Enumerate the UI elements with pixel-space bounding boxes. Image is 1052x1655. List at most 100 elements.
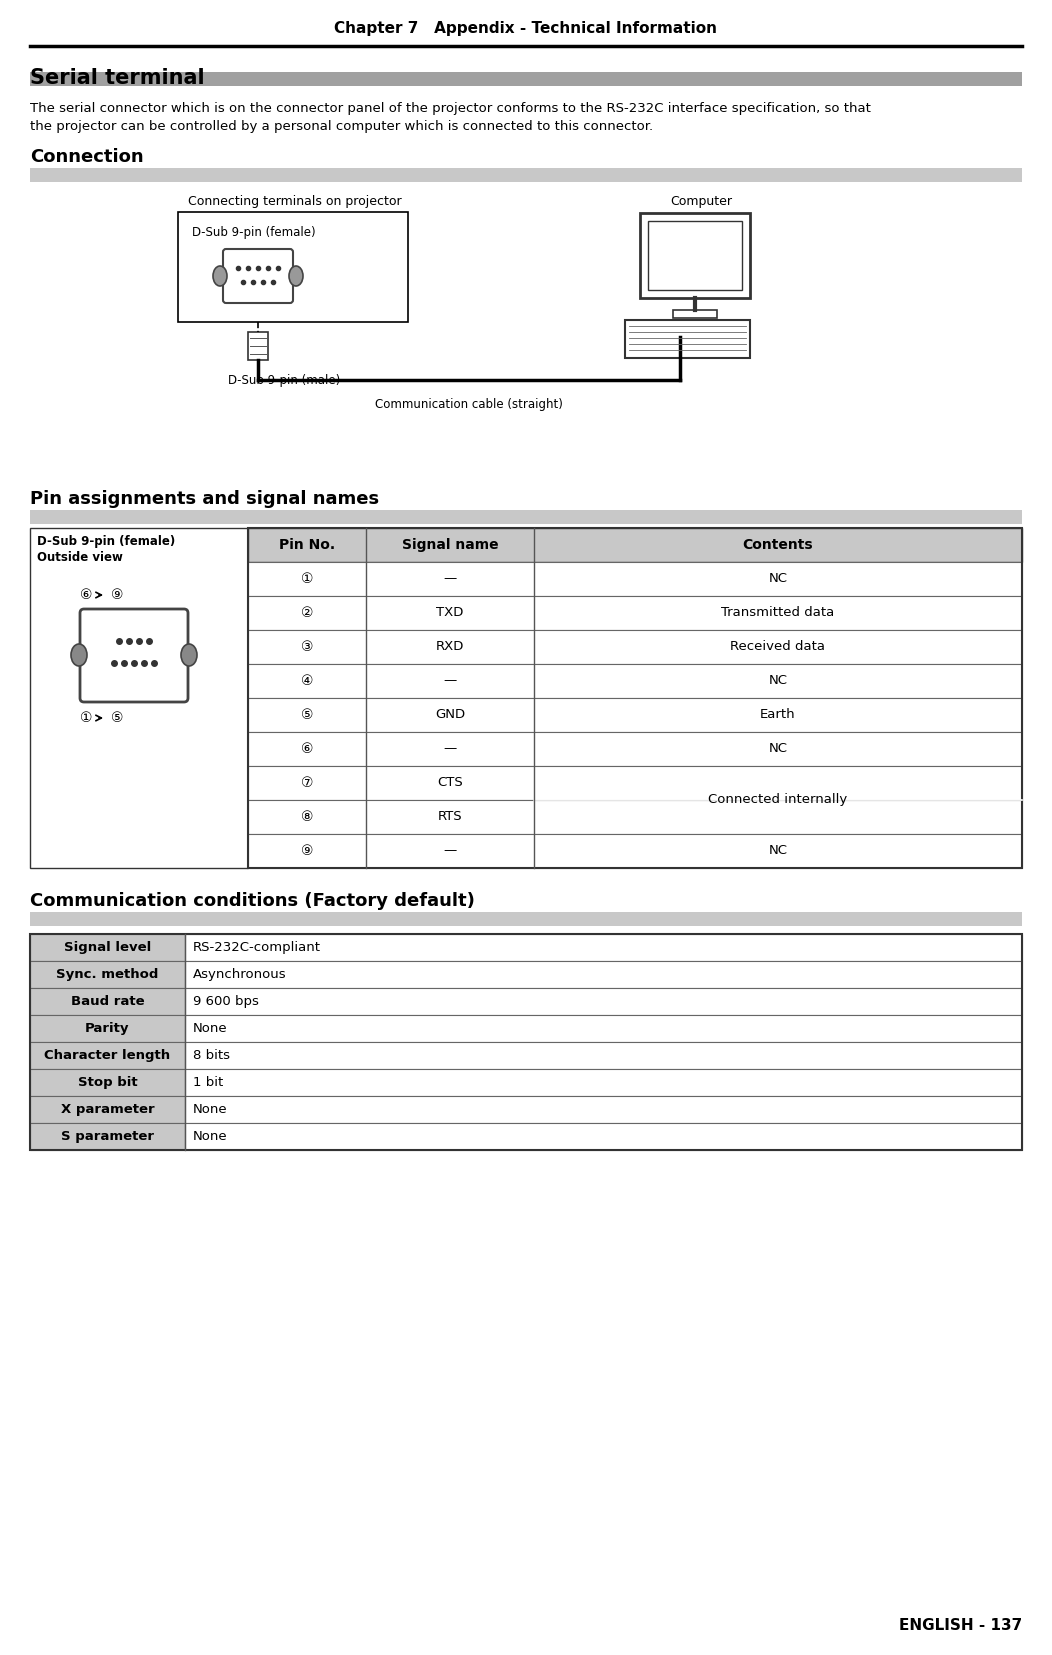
Bar <box>31 73 1021 86</box>
Text: —: — <box>443 844 457 857</box>
Text: ①: ① <box>301 573 313 586</box>
Text: RXD: RXD <box>436 640 464 654</box>
Bar <box>248 732 1021 766</box>
Text: None: None <box>193 1130 227 1144</box>
Text: Contents: Contents <box>743 538 813 553</box>
Ellipse shape <box>213 266 227 286</box>
Bar <box>31 1015 185 1043</box>
Bar <box>248 834 1021 867</box>
Bar <box>31 912 1021 927</box>
Bar <box>248 799 1021 834</box>
Text: D-Sub 9-pin (female): D-Sub 9-pin (female) <box>193 227 316 238</box>
Text: ⑧: ⑧ <box>301 809 313 824</box>
Ellipse shape <box>289 266 303 286</box>
Bar <box>185 962 1021 988</box>
Text: Stop bit: Stop bit <box>78 1076 138 1089</box>
Text: Pin assignments and signal names: Pin assignments and signal names <box>31 490 379 508</box>
Text: ⑥: ⑥ <box>301 741 313 756</box>
Bar <box>248 596 1021 631</box>
Text: —: — <box>443 573 457 586</box>
Text: NC: NC <box>769 675 788 687</box>
Bar <box>185 988 1021 1015</box>
Bar <box>31 1043 185 1069</box>
Text: None: None <box>193 1023 227 1034</box>
Text: ③: ③ <box>301 640 313 654</box>
Text: ⑨: ⑨ <box>110 588 123 602</box>
Text: NC: NC <box>769 743 788 755</box>
Text: Chapter 7   Appendix - Technical Information: Chapter 7 Appendix - Technical Informati… <box>335 20 717 35</box>
Text: Asynchronous: Asynchronous <box>193 968 286 981</box>
Text: Signal level: Signal level <box>64 942 151 953</box>
Text: —: — <box>443 675 457 687</box>
Text: Serial terminal: Serial terminal <box>31 68 205 88</box>
Bar <box>248 528 1021 563</box>
Text: —: — <box>443 743 457 755</box>
Text: S parameter: S parameter <box>61 1130 154 1144</box>
Text: Computer: Computer <box>670 195 732 209</box>
Text: Parity: Parity <box>85 1023 129 1034</box>
Bar <box>185 1124 1021 1150</box>
Text: Transmitted data: Transmitted data <box>722 606 834 619</box>
Text: X parameter: X parameter <box>61 1102 155 1115</box>
Text: GND: GND <box>434 708 465 722</box>
Text: Connected internally: Connected internally <box>708 793 848 806</box>
Text: ⑨: ⑨ <box>301 844 313 857</box>
Text: Connection: Connection <box>31 147 144 166</box>
Bar <box>178 212 408 323</box>
Text: None: None <box>193 1102 227 1115</box>
Bar <box>248 333 268 361</box>
Text: RTS: RTS <box>438 811 462 824</box>
Ellipse shape <box>181 644 197 665</box>
Text: Baud rate: Baud rate <box>70 995 144 1008</box>
Text: Signal name: Signal name <box>402 538 499 553</box>
Text: Outside view: Outside view <box>37 551 123 564</box>
Bar <box>248 664 1021 698</box>
Bar <box>640 213 750 298</box>
Text: ①: ① <box>80 712 93 725</box>
Bar <box>31 169 1021 182</box>
Bar <box>31 933 1021 1150</box>
Bar <box>648 222 742 290</box>
FancyBboxPatch shape <box>80 609 188 702</box>
Bar <box>185 1015 1021 1043</box>
Bar <box>248 563 1021 596</box>
Bar <box>31 1069 185 1096</box>
Bar <box>673 309 717 318</box>
Bar <box>31 962 185 988</box>
Text: NC: NC <box>769 573 788 586</box>
Bar <box>31 510 1021 525</box>
Bar <box>625 319 750 357</box>
Bar <box>31 528 248 867</box>
Bar <box>185 1043 1021 1069</box>
Bar <box>185 933 1021 962</box>
Text: Received data: Received data <box>730 640 826 654</box>
Text: ②: ② <box>301 606 313 621</box>
Bar <box>31 1096 185 1124</box>
Ellipse shape <box>70 644 87 665</box>
Text: ENGLISH - 137: ENGLISH - 137 <box>898 1617 1021 1632</box>
Text: ⑤: ⑤ <box>301 708 313 722</box>
Bar <box>248 528 1021 867</box>
Text: NC: NC <box>769 844 788 857</box>
Text: Earth: Earth <box>761 708 795 722</box>
Bar <box>248 766 1021 799</box>
Text: D-Sub 9-pin (female): D-Sub 9-pin (female) <box>37 535 176 548</box>
Text: Sync. method: Sync. method <box>57 968 159 981</box>
Text: Connecting terminals on projector: Connecting terminals on projector <box>188 195 402 209</box>
Bar <box>31 1124 185 1150</box>
Text: CTS: CTS <box>438 776 463 789</box>
Bar <box>31 988 185 1015</box>
Bar <box>185 1096 1021 1124</box>
Text: Communication cable (straight): Communication cable (straight) <box>376 397 563 410</box>
Text: Communication conditions (Factory default): Communication conditions (Factory defaul… <box>31 892 474 910</box>
Text: TXD: TXD <box>437 606 464 619</box>
Text: 1 bit: 1 bit <box>193 1076 223 1089</box>
Bar <box>248 631 1021 664</box>
Text: Pin No.: Pin No. <box>279 538 336 553</box>
Bar <box>185 1069 1021 1096</box>
Text: ⑦: ⑦ <box>301 776 313 789</box>
Text: ④: ④ <box>301 674 313 688</box>
Text: ⑥: ⑥ <box>80 588 93 602</box>
Text: The serial connector which is on the connector panel of the projector conforms t: The serial connector which is on the con… <box>31 103 871 114</box>
Bar <box>248 698 1021 732</box>
